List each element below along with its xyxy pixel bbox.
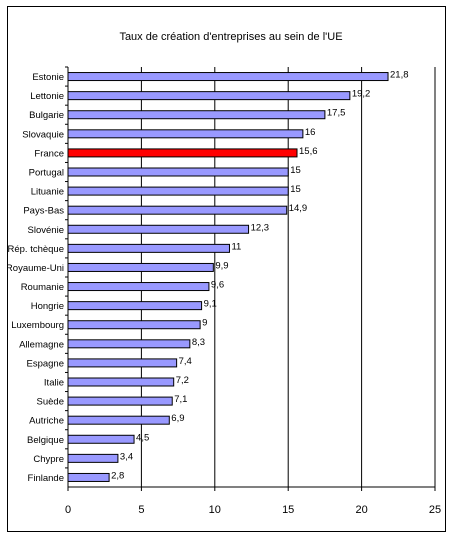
bar [67, 129, 304, 139]
category-label: Portugal [29, 168, 64, 179]
bar [67, 148, 298, 158]
bar [67, 224, 250, 234]
x-tick-label: 5 [138, 504, 144, 516]
value-label: 7,2 [176, 375, 189, 386]
value-label: 21,8 [390, 70, 409, 81]
x-tick-label: 10 [209, 504, 221, 516]
category-label: Lituanie [31, 187, 64, 198]
bar [67, 186, 289, 196]
category-label: Chypre [33, 454, 64, 465]
bar [67, 396, 173, 406]
value-label: 15,6 [299, 146, 318, 157]
value-label: 9,1 [204, 299, 217, 310]
category-label: Hongrie [31, 301, 64, 312]
value-label: 19,2 [352, 89, 371, 100]
value-label: 7,4 [179, 356, 192, 367]
category-label: Belgique [27, 435, 64, 446]
bar [67, 110, 326, 120]
category-label: France [34, 148, 64, 159]
value-label: 8,3 [192, 337, 205, 348]
bar [67, 472, 110, 482]
value-label: 6,9 [171, 413, 184, 424]
bar [67, 167, 289, 177]
category-label: Estonie [32, 72, 64, 83]
category-label: Slovénie [28, 225, 64, 236]
value-label: 16 [305, 127, 316, 138]
category-label: Italie [44, 378, 64, 389]
bar [67, 358, 178, 368]
bar [67, 301, 203, 311]
bar [67, 72, 389, 82]
category-label: Finlande [28, 473, 64, 484]
category-label: Rép. tchèque [8, 244, 64, 255]
value-label: 11 [231, 241, 241, 252]
category-label: Espagne [26, 358, 64, 369]
bar [67, 415, 170, 425]
x-tick-label: 0 [65, 504, 71, 516]
value-label: 3,4 [120, 451, 133, 462]
bar [67, 320, 201, 330]
bars [67, 72, 389, 482]
category-labels: Estonie Lettonie Bulgarie Slovaquie France Po… [8, 72, 64, 484]
chart-frame: Taux de création d'entreprises au sein d… [7, 6, 446, 532]
value-label: 14,9 [289, 203, 308, 214]
bar [67, 262, 214, 272]
category-label: Luxembourg [11, 320, 64, 331]
value-label: 15 [290, 165, 301, 176]
category-label: Lettonie [30, 91, 64, 102]
x-tick-label: 25 [429, 504, 441, 516]
value-labels: 21,8 19,2 17,5 16 15,6 15 15 14,9 12,3 119,9 9,6 9,… [111, 70, 408, 482]
x-tick-label: 20 [355, 504, 367, 516]
value-label: 12,3 [251, 222, 270, 233]
category-label: Suède [37, 397, 64, 408]
bar [67, 339, 191, 349]
category-label: Autriche [29, 416, 64, 427]
bar [67, 91, 351, 101]
x-axis-ticks: 0 5 10 15 20 25 [65, 66, 441, 516]
bar [67, 453, 119, 463]
bar [67, 377, 175, 387]
category-label: Allemagne [19, 339, 64, 350]
category-label: Royaume-Uni [8, 263, 64, 274]
x-tick-label: 15 [282, 504, 294, 516]
bar [67, 434, 135, 444]
bar [67, 205, 288, 215]
value-label: 4,5 [136, 432, 149, 443]
value-label: 7,1 [174, 394, 187, 405]
category-label: Slovaquie [22, 129, 64, 140]
bar [67, 243, 230, 253]
value-label: 9,9 [215, 260, 228, 271]
bar-chart: Taux de création d'entreprises au sein d… [8, 31, 441, 516]
category-label: Bulgarie [29, 110, 64, 121]
value-label: 17,5 [327, 108, 346, 119]
bar [67, 282, 210, 292]
category-label: Roumanie [21, 282, 64, 293]
category-label: Pays-Bas [23, 206, 64, 217]
value-label: 9,6 [211, 280, 224, 291]
value-label: 2,8 [111, 470, 124, 481]
chart-title: Taux de création d'entreprises au sein d… [119, 31, 342, 43]
value-label: 15 [290, 184, 301, 195]
value-label: 9 [202, 318, 207, 329]
